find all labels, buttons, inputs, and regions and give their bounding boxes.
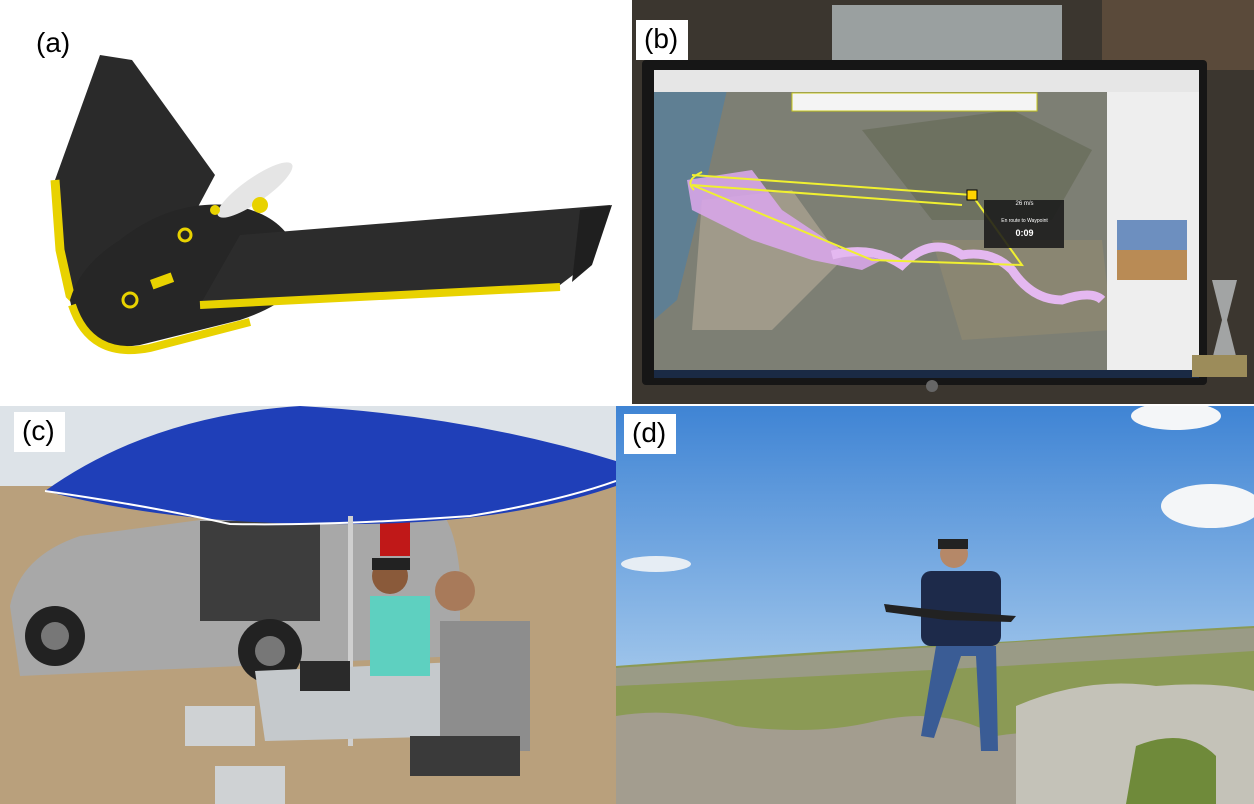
status-popup	[984, 200, 1064, 248]
drone-right-wing	[200, 205, 610, 305]
panel-a-label: (a)	[28, 24, 81, 64]
survey-area	[687, 170, 882, 270]
ground-station-photo	[0, 406, 616, 804]
cloud	[1161, 484, 1254, 528]
drone-marker	[966, 189, 978, 201]
popup-timer: 0:09	[1015, 228, 1034, 238]
umbrella-pole	[348, 516, 353, 746]
panel-a: (a)	[0, 0, 620, 400]
panel-c: (c)	[0, 406, 616, 804]
monitor-photo	[632, 0, 1254, 404]
rocks	[616, 712, 1086, 804]
propeller	[217, 162, 293, 218]
flight-path	[689, 171, 1024, 267]
blue-umbrella	[45, 406, 616, 525]
drone-in-hand	[884, 604, 1016, 622]
popup-speed: 26 m/s	[1015, 201, 1034, 207]
panel-d: (d)	[616, 406, 1254, 804]
laptop	[300, 661, 350, 691]
person-gray-shirt	[440, 621, 530, 751]
person-launching-drone	[921, 539, 1001, 751]
panel-d-label: (d)	[624, 414, 677, 454]
panel-b: 26 m/s En route to Waypoint 0:09 (b)	[632, 0, 1254, 404]
popup-status: En route to Waypoint	[1001, 218, 1048, 224]
panel-c-label: (c)	[14, 412, 65, 452]
panel-b-label: (b)	[636, 20, 689, 60]
person-teal-shirt	[370, 596, 430, 676]
launch-photo	[616, 406, 1254, 804]
drone-illustration	[50, 55, 612, 355]
